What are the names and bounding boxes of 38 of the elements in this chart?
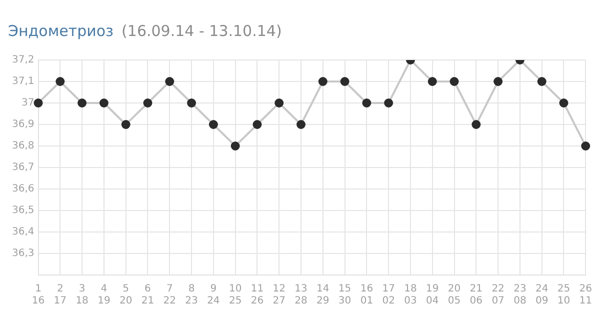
x-tick-label: 15 30: [338, 284, 352, 307]
y-tick-label: 36,4: [12, 226, 34, 238]
x-tick-label: 6 21: [141, 284, 154, 307]
x-tick-label: 26 11: [579, 284, 592, 307]
x-tick-label: 10 25: [228, 284, 242, 307]
x-tick-label: 20 05: [448, 284, 461, 307]
x-tick-label: 16 01: [360, 284, 374, 307]
x-tick-label: 18 03: [404, 284, 417, 307]
y-tick-label: 36,8: [12, 140, 34, 152]
x-tick-label: 11 26: [250, 284, 264, 307]
y-tick-label: 36,6: [12, 184, 34, 195]
y-tick-label: 36,9: [12, 119, 34, 130]
x-tick-label: 5 20: [119, 284, 132, 307]
y-tick-label: 37: [22, 98, 34, 109]
x-tick-label: 24 09: [535, 284, 548, 307]
chart-subtitle: (16.09.14 - 13.10.14): [122, 22, 282, 40]
x-tick-label: 19 04: [426, 284, 439, 307]
x-tick-label: 13 28: [294, 284, 308, 307]
chart-title: Эндометриоз: [8, 22, 114, 40]
x-tick-label: 14 29: [316, 284, 330, 307]
y-tick-label: 37,2: [12, 54, 34, 66]
x-tick-label: 9 24: [207, 284, 220, 307]
x-tick-label: 23 08: [514, 284, 526, 307]
x-tick-label: 7 22: [163, 284, 176, 307]
x-tick-label: 2 17: [54, 284, 67, 307]
x-tick-label: 21 06: [470, 284, 483, 307]
y-tick-label: 37,1: [12, 76, 34, 88]
y-tick-label: 36,5: [12, 205, 34, 216]
x-tick-label: 12 27: [272, 284, 286, 307]
x-tick-label: 17 02: [382, 284, 395, 307]
y-tick-label: 36,7: [12, 162, 34, 174]
x-tick-label: 22 07: [492, 284, 504, 307]
x-tick-label: 25 10: [557, 284, 570, 307]
x-tick-label: 1 16: [32, 284, 45, 307]
x-tick-label: 4 19: [98, 284, 110, 307]
y-tick-label: 36,3: [12, 248, 34, 260]
x-tick-label: 3 18: [76, 284, 88, 307]
x-tick-label: 8 23: [185, 284, 198, 307]
